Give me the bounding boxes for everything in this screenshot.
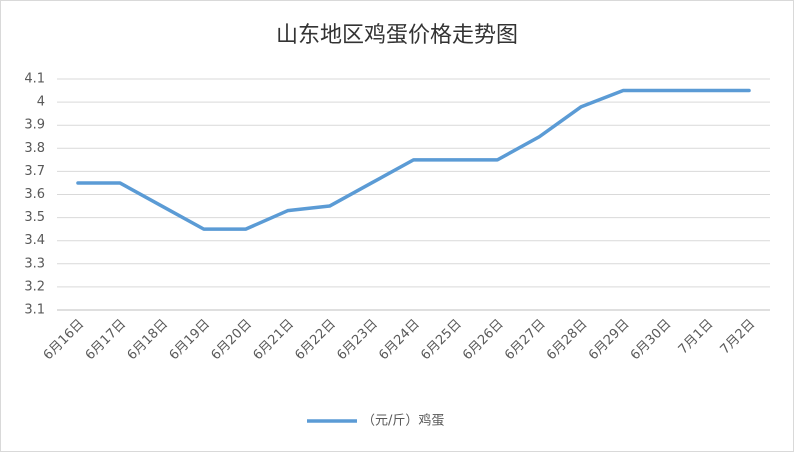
y-tick-label: 3.2 <box>24 279 45 294</box>
y-tick-label: 4.1 <box>24 72 45 87</box>
chart-title: 山东地区鸡蛋价格走势图 <box>276 23 518 48</box>
y-tick-label: 3.1 <box>24 303 45 318</box>
y-tick-label: 3.6 <box>24 187 45 202</box>
y-tick-label: 4 <box>37 95 45 110</box>
y-tick-label: 3.8 <box>24 141 45 156</box>
y-tick-label: 3.4 <box>24 233 45 248</box>
y-tick-label: 3.9 <box>24 118 45 133</box>
line <box>76 88 751 231</box>
y-tick-label: 3.3 <box>24 256 45 271</box>
legend-label: （元/斤）鸡蛋 <box>362 413 444 429</box>
y-tick-label: 3.5 <box>24 210 45 225</box>
y-tick-label: 3.7 <box>24 164 45 179</box>
